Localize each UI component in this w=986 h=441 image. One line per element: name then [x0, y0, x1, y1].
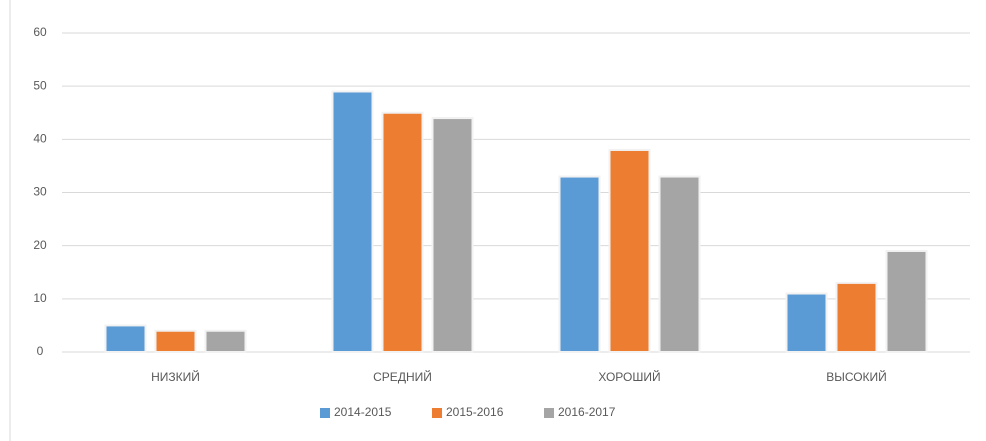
x-tick-label: ХОРОШИЙ [598, 369, 660, 384]
y-tick-label: 10 [33, 291, 47, 305]
bar [331, 90, 374, 353]
bar [204, 329, 247, 354]
bar [104, 324, 147, 353]
bar [785, 292, 828, 353]
y-tick-label: 40 [33, 132, 47, 146]
bar [608, 148, 651, 353]
legend-swatch [544, 408, 554, 418]
legend-swatch [320, 408, 330, 418]
y-tick-label: 60 [33, 25, 47, 39]
y-tick-label: 20 [33, 238, 47, 252]
y-tick-label: 0 [37, 344, 44, 358]
bar [658, 175, 701, 353]
legend-label: 2014-2015 [334, 405, 392, 419]
x-tick-label: СРЕДНИЙ [373, 369, 432, 384]
bar [835, 281, 878, 353]
legend-label: 2015-2016 [446, 405, 504, 419]
x-tick-label: НИЗКИЙ [151, 369, 200, 384]
y-tick-label: 30 [33, 185, 47, 199]
bar [885, 249, 928, 354]
legend-swatch [432, 408, 442, 418]
bar [558, 175, 601, 353]
legend-label: 2016-2017 [558, 405, 616, 419]
bar [381, 111, 424, 353]
bar [154, 329, 197, 354]
y-tick-label: 50 [33, 78, 47, 92]
bar [431, 117, 474, 353]
x-tick-label: ВЫСОКИЙ [826, 369, 887, 384]
